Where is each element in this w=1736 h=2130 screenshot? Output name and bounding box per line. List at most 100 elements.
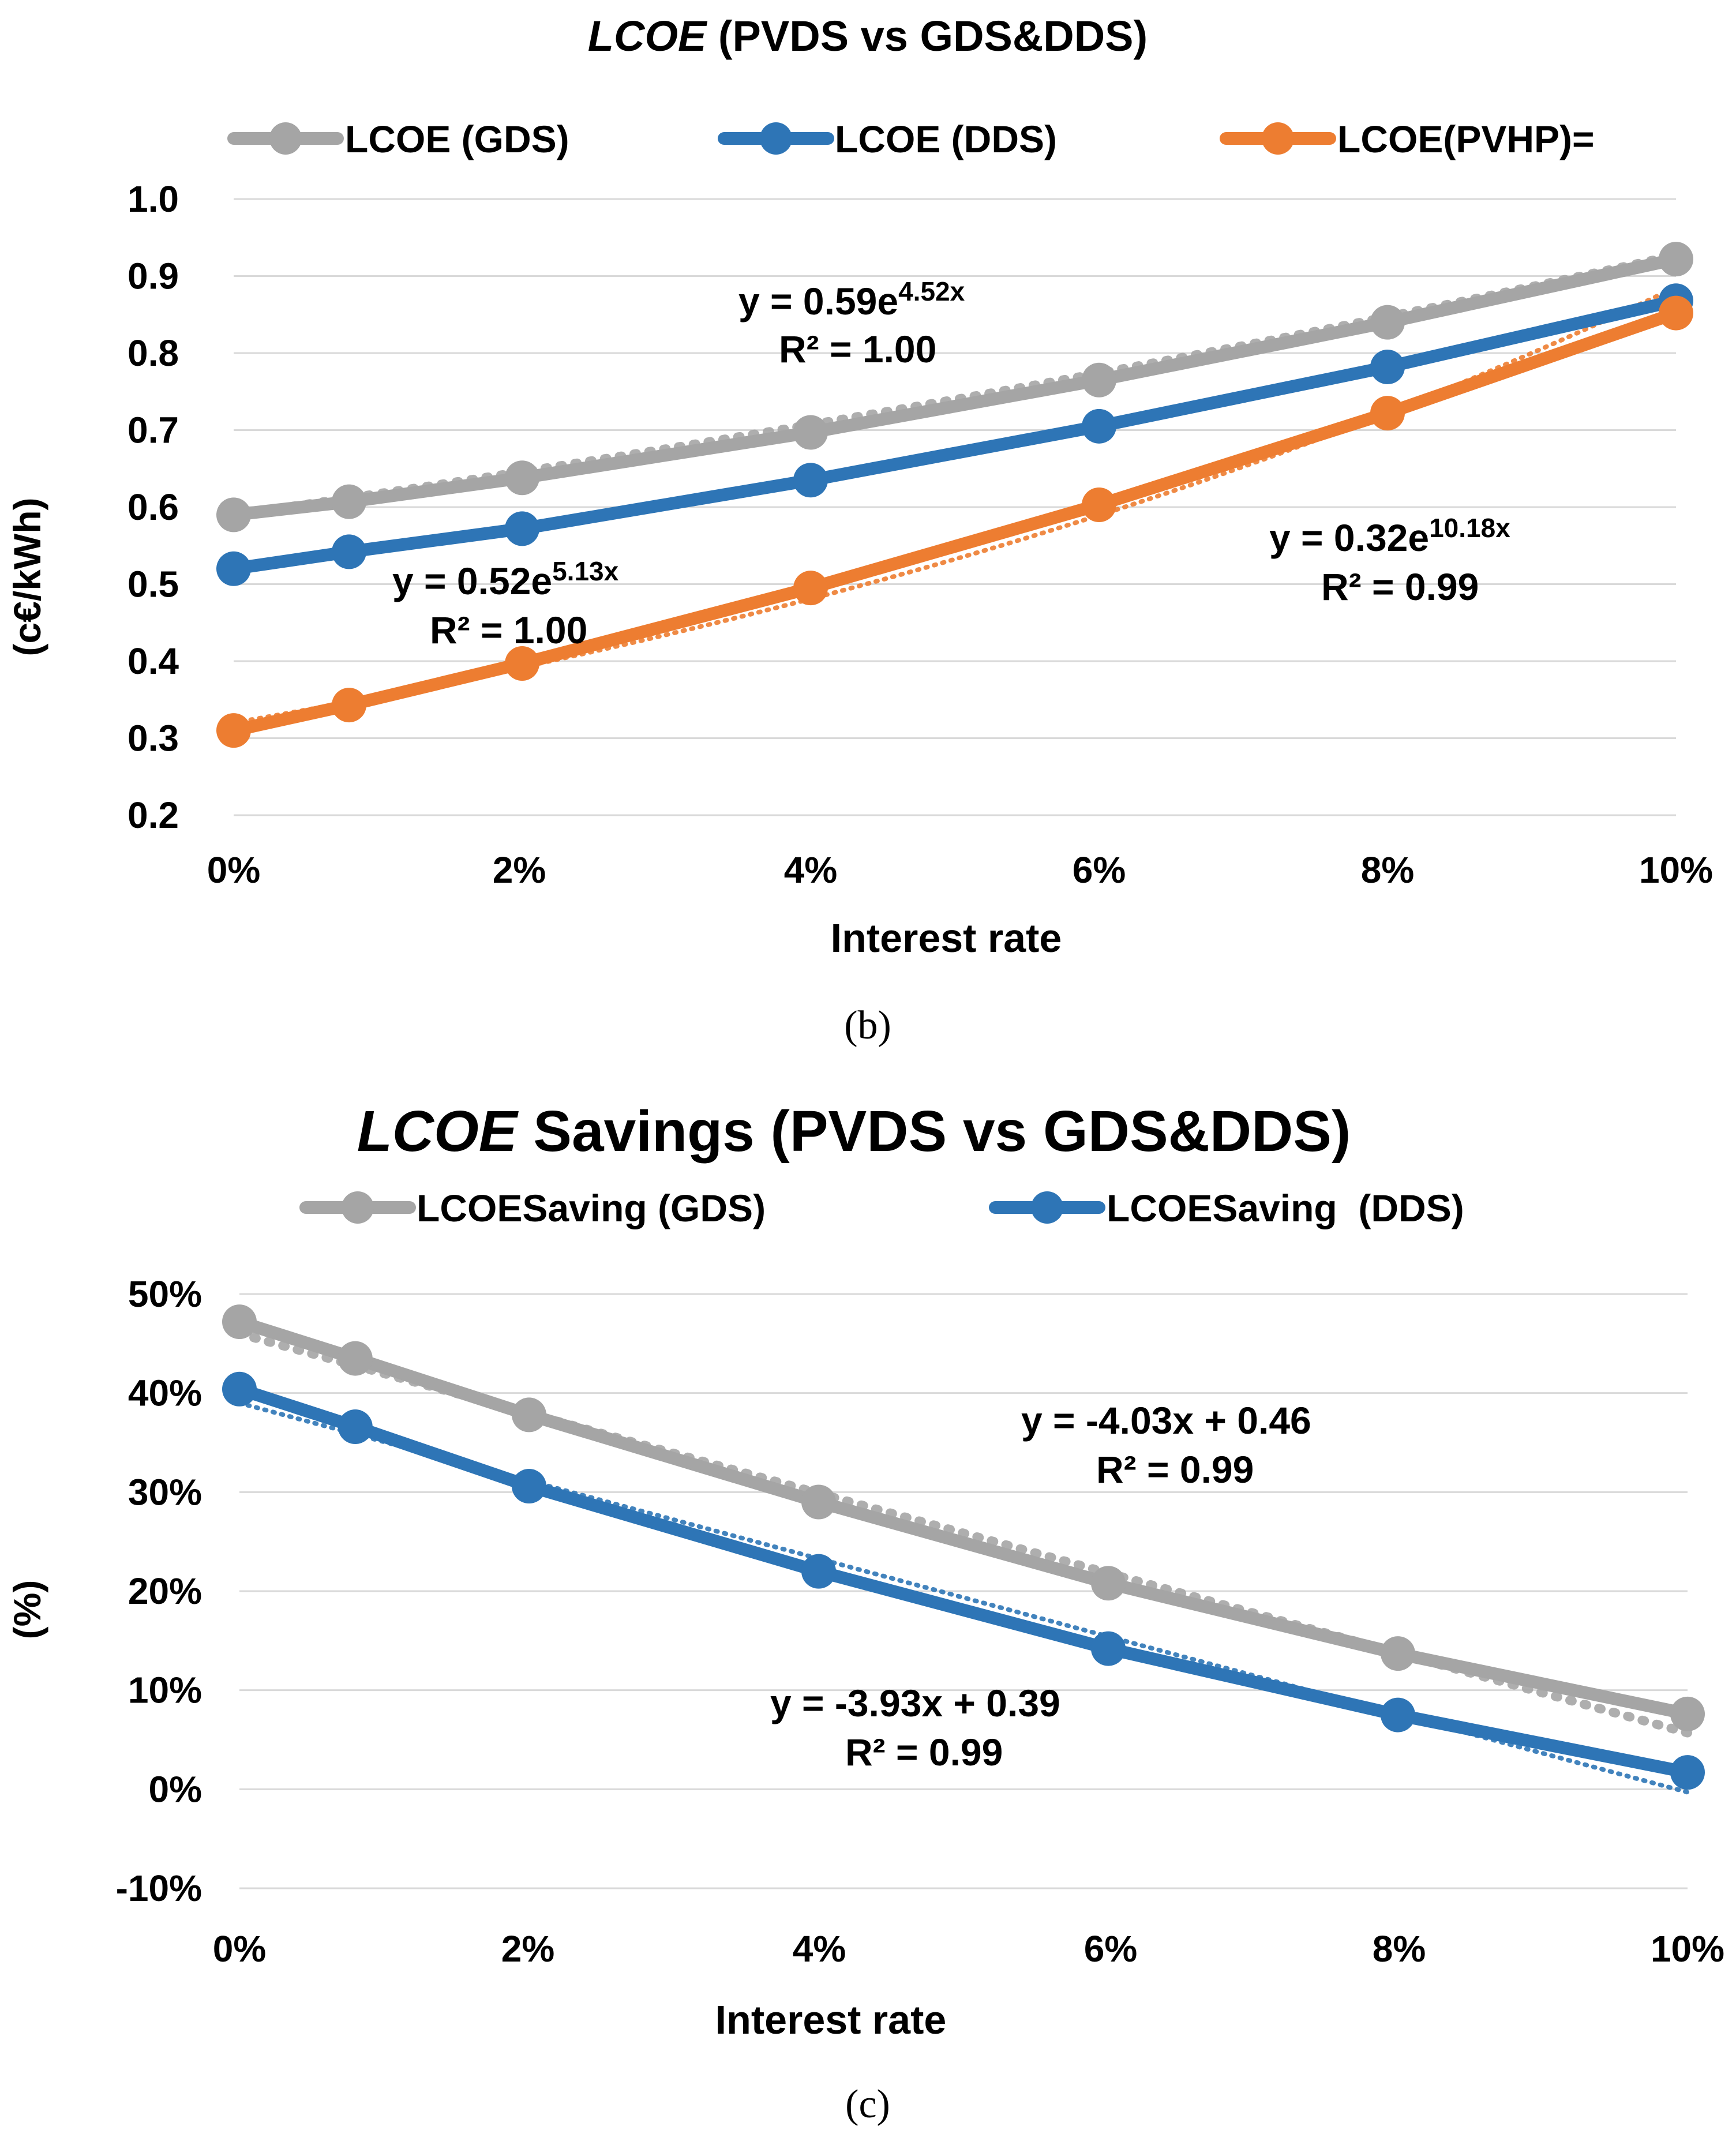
data-point <box>1370 396 1405 431</box>
data-point <box>801 1554 836 1589</box>
data-point <box>332 534 366 569</box>
data-point <box>216 551 251 586</box>
series-lcoe-gds- <box>216 242 1693 532</box>
y-tick-label: 0.4 <box>128 640 179 682</box>
y-tick-label: 0.8 <box>128 332 179 374</box>
series-line <box>233 1315 1694 1720</box>
legend-item-pvhp: LCOE(PVHP)= <box>1220 118 1595 160</box>
legend-item-saving-gds: LCOESaving (GDS) <box>299 1187 766 1229</box>
data-point <box>332 484 366 519</box>
data-point <box>1670 1755 1705 1790</box>
r2-text-saving-dds: R² = 0.99 <box>845 1731 1003 1773</box>
y-tick-label: 40% <box>128 1372 202 1414</box>
chart-b-x-axis-label: Interest rate <box>831 916 1062 961</box>
data-point <box>222 1304 257 1340</box>
data-point <box>1381 1636 1415 1671</box>
y-tick-label: -10% <box>116 1867 202 1909</box>
x-tick-label: 6% <box>1073 849 1126 891</box>
data-point <box>216 713 251 748</box>
data-point <box>512 1397 546 1432</box>
equation-text-saving-gds: y = -4.03x + 0.46 <box>1021 1399 1311 1442</box>
data-point <box>505 646 539 681</box>
legend-marker-pvhp <box>1262 122 1294 155</box>
chart-c-x-ticks: 0% 2% 4% 6% 8% 10% <box>213 1928 1724 1970</box>
x-tick-label: 8% <box>1361 849 1415 891</box>
equation-pvhp-b: y = 0.32e10.18x R² = 0.99 <box>1269 513 1510 608</box>
y-tick-label: 0.9 <box>128 256 179 297</box>
chart-c-title-rest: Savings (PVDS vs GDS&DDS) <box>517 1099 1351 1164</box>
chart-b-series <box>216 242 1693 748</box>
data-point <box>1659 295 1693 331</box>
data-point <box>793 571 828 606</box>
y-tick-label: 10% <box>128 1670 202 1711</box>
legend-label-saving-dds: LCOESaving (DDS) <box>1107 1187 1464 1229</box>
legend-item-saving-dds: LCOESaving (DDS) <box>989 1187 1464 1229</box>
chart-lcoe-savings: LCOE Savings (PVDS vs GDS&DDS) LCOESavin… <box>6 1099 1724 2127</box>
data-point <box>1670 1696 1705 1731</box>
y-tick-label: 0.6 <box>128 486 179 528</box>
equation-pre-pvhp: y = 0.32e <box>1269 516 1429 559</box>
chart-c-y-axis-label: (%) <box>6 1580 48 1640</box>
caption-c: (c) <box>845 2082 890 2127</box>
chart-b-gridlines <box>234 198 1676 816</box>
chart-c-legend: LCOESaving (GDS) LCOESaving (DDS) <box>299 1187 1464 1229</box>
y-tick-label: 1.0 <box>128 178 179 220</box>
equation-text-gds: y = 0.59e4.52x <box>738 276 965 322</box>
data-point <box>1659 242 1693 277</box>
data-point <box>216 497 251 532</box>
chart-c-title: LCOE Savings (PVDS vs GDS&DDS) <box>357 1099 1351 1164</box>
chart-c-series <box>222 1304 1705 1790</box>
legend-label-dds: LCOE (DDS) <box>835 118 1057 160</box>
data-point <box>793 415 828 450</box>
series-lcoesaving-dds- <box>222 1371 1705 1790</box>
equation-pre-dds: y = 0.52e <box>392 560 552 602</box>
x-tick-label: 10% <box>1651 1928 1724 1970</box>
legend-item-dds: LCOE (DDS) <box>718 118 1057 160</box>
x-tick-label: 6% <box>1084 1928 1138 1970</box>
legend-label-pvhp: LCOE(PVHP)= <box>1337 118 1595 160</box>
r2-text-saving-gds: R² = 0.99 <box>1096 1448 1254 1491</box>
chart-c-x-axis-label: Interest rate <box>715 1997 947 2042</box>
data-point <box>332 688 366 723</box>
r2-text-gds: R² = 1.00 <box>779 328 936 370</box>
x-tick-label: 2% <box>501 1928 555 1970</box>
y-tick-label: 20% <box>128 1570 202 1612</box>
equation-pre-gds: y = 0.59e <box>738 280 898 322</box>
data-point <box>1091 1566 1126 1601</box>
equation-gds-b: y = 0.59e4.52x R² = 1.00 <box>738 276 965 370</box>
data-point <box>338 1341 373 1376</box>
legend-marker-gds <box>269 122 302 155</box>
data-point <box>1370 305 1405 340</box>
x-tick-label: 8% <box>1373 1928 1426 1970</box>
y-tick-label: 0.3 <box>128 718 179 759</box>
chart-b-legend: LCOE (GDS) LCOE (DDS) LCOE(PVHP)= <box>227 118 1595 160</box>
data-point <box>1091 1631 1126 1666</box>
caption-b: (b) <box>844 1003 891 1048</box>
legend-marker-saving-dds <box>1031 1191 1063 1224</box>
equation-sup-gds: 4.52x <box>898 276 965 306</box>
x-tick-label: 10% <box>1639 849 1713 891</box>
legend-label-saving-gds: LCOESaving (GDS) <box>417 1187 766 1229</box>
equation-dds-b: y = 0.52e5.13x R² = 1.00 <box>392 556 619 651</box>
chart-b-x-ticks: 0% 2% 4% 6% 8% 10% <box>207 849 1713 891</box>
data-point <box>1370 350 1405 385</box>
y-tick-label: 0.2 <box>128 794 179 836</box>
data-point <box>505 511 539 546</box>
equation-sup-dds: 5.13x <box>552 556 619 586</box>
data-point <box>801 1484 836 1520</box>
equation-saving-dds: y = -3.93x + 0.39 R² = 0.99 <box>770 1682 1060 1773</box>
equation-text-pvhp: y = 0.32e10.18x <box>1269 513 1510 559</box>
data-point <box>338 1409 373 1445</box>
series-lcoesaving-gds- <box>222 1304 1705 1731</box>
chart-c-title-italic: LCOE <box>357 1099 519 1164</box>
legend-label-gds: LCOE (GDS) <box>345 118 569 160</box>
x-tick-label: 0% <box>213 1928 267 1970</box>
chart-lcoe: LCOE (PVDS vs GDS&DDS) LCOE (GDS) LCOE (… <box>6 12 1713 1048</box>
y-tick-label: 0.7 <box>128 410 179 451</box>
chart-b-title-rest: (PVDS vs GDS&DDS) <box>706 12 1148 60</box>
y-tick-label: 50% <box>128 1273 202 1315</box>
data-point <box>793 463 828 498</box>
data-point <box>1082 487 1116 522</box>
series-lcoe-dds- <box>216 283 1693 586</box>
